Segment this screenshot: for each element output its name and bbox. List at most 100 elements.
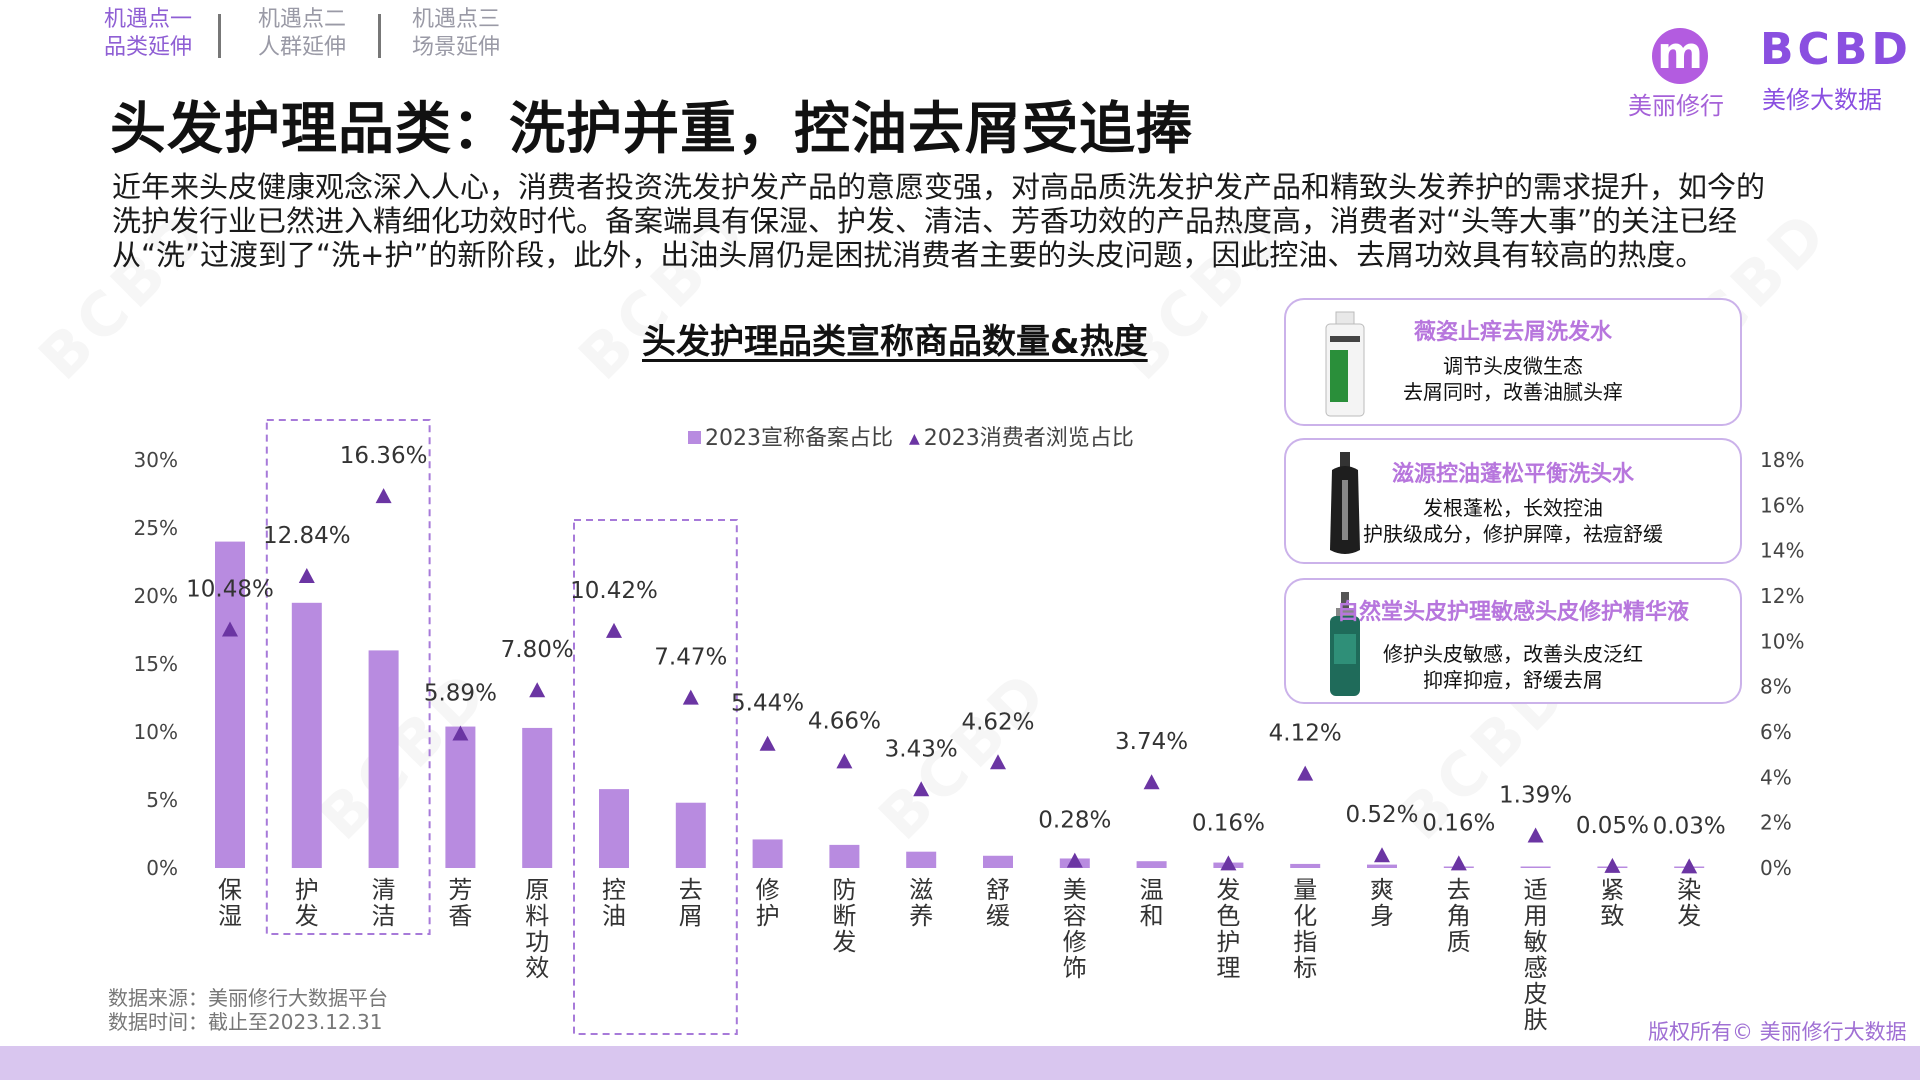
x-tick-label: 发色护理 (1216, 876, 1240, 982)
product-card-chando[interactable]: 自然堂头皮护理敏感头皮修护精华液 修护头皮敏感，改善头皮泛红 抑痒抑痘，舒缓去屑 (1284, 578, 1742, 704)
y-left-tick-label: 15% (134, 652, 178, 676)
y-right-tick-label: 8% (1760, 675, 1792, 699)
legend-label: 2023宣称备案占比 (705, 426, 893, 451)
watermark: BCBD (865, 656, 1064, 854)
meili-logo-name: 美丽修行 (1628, 92, 1724, 120)
legend-label: 2023消费者浏览占比 (923, 426, 1134, 451)
data-label: 5.44% (731, 691, 804, 717)
triangle-marker (759, 735, 776, 751)
bar (675, 802, 706, 868)
y-left-tick-label: 30% (134, 448, 178, 472)
data-label: 12.84% (263, 523, 351, 549)
nav-item-audience[interactable]: 机遇点二 人群延伸 (258, 6, 346, 62)
nav-item-category[interactable]: 机遇点一 品类延伸 (104, 6, 192, 62)
nav-item-line1: 机遇点一 (104, 7, 193, 32)
x-tick-label: 防断发 (832, 876, 856, 956)
product-benefit: 护肤级成分，修护屏障，祛痘舒缓 (1363, 522, 1663, 546)
legend-triangle-icon: ▲ (909, 431, 920, 447)
x-tick-label: 温和 (1140, 876, 1164, 930)
bcbd-logo: BCBD (1760, 24, 1912, 75)
bar (1213, 862, 1244, 868)
triangle-marker (1220, 855, 1237, 871)
page-description: 近年来头皮健康观念深入人心，消费者投资洗发护发产品的意愿变强，对高品质洗发护发产… (112, 170, 1766, 272)
x-tick-label: 控油 (602, 876, 626, 930)
bar (1674, 866, 1705, 868)
y-left-tick-label: 0% (146, 856, 178, 880)
y-right-tick-label: 6% (1760, 720, 1792, 744)
x-tick-label: 滋养 (909, 876, 933, 930)
x-tick-label: 保湿 (218, 876, 242, 930)
triangle-marker (222, 621, 238, 637)
nav-item-line2: 场景延伸 (412, 35, 501, 60)
bar (1520, 866, 1551, 868)
page-title: 头发护理品类：洗护并重，控油去屑受追捧 (110, 97, 1193, 162)
x-tick-label: 修护 (756, 876, 780, 930)
x-tick-label: 去角质 (1447, 876, 1471, 956)
x-tick-label: 舒缓 (986, 876, 1010, 930)
data-label: 0.05% (1576, 813, 1649, 839)
product-card-ziyuan[interactable]: 滋源控油蓬松平衡洗头水 发根蓬松，长效控油 护肤级成分，修护屏障，祛痘舒缓 (1284, 438, 1742, 564)
triangle-marker (1143, 774, 1160, 790)
green-dropper-bottle-icon (1330, 592, 1360, 696)
y-right-tick-label: 14% (1760, 539, 1804, 563)
data-label: 16.36% (340, 443, 428, 469)
nav-item-scene[interactable]: 机遇点三 场景延伸 (412, 6, 500, 62)
triangle-marker (1450, 855, 1467, 871)
triangle-marker (1374, 847, 1390, 863)
nav-divider (378, 14, 381, 58)
y-right-tick-label: 12% (1760, 584, 1804, 608)
triangle-marker (1066, 852, 1083, 868)
bcbd-logo-name: 美修大数据 (1762, 86, 1882, 114)
nav-divider (218, 14, 221, 58)
triangle-marker (375, 488, 392, 504)
y-right-tick-label: 16% (1760, 493, 1804, 517)
chart-legend: 2023宣称备案占比 ▲ 2023消费者浏览占比 (688, 420, 1134, 452)
bar (1290, 863, 1321, 868)
data-label: 0.28% (1038, 808, 1111, 834)
data-label: 7.47% (654, 645, 727, 671)
y-left-tick-label: 5% (146, 788, 178, 812)
data-time: 数据时间：截止至2023.12.31 (108, 1010, 383, 1034)
data-label: 10.48% (186, 576, 274, 602)
x-tick-label: 原料功效 (525, 876, 549, 982)
data-label: 4.66% (808, 708, 881, 734)
data-label: 0.03% (1653, 813, 1726, 839)
black-bottle-icon (1330, 452, 1360, 554)
data-source: 数据来源：美丽修行大数据平台 (108, 986, 388, 1010)
meili-logo-icon: m (1652, 28, 1708, 84)
product-card-vichy[interactable]: 薇姿止痒去屑洗发水 调节头皮微生态 去屑同时，改善油腻头痒 (1284, 298, 1742, 426)
x-tick-label: 紧致 (1600, 876, 1624, 930)
product-benefit: 发根蓬松，长效控油 (1423, 496, 1603, 520)
x-tick-label: 染发 (1677, 876, 1701, 930)
bar (983, 855, 1013, 868)
bar (215, 541, 245, 868)
data-label: 10.42% (570, 578, 658, 604)
bar (906, 851, 937, 868)
nav-item-line2: 人群延伸 (258, 35, 347, 60)
product-name: 薇姿止痒去屑洗发水 (1413, 320, 1612, 345)
y-right-tick-label: 18% (1760, 448, 1804, 472)
chart-title: 头发护理品类宣称商品数量&热度 (642, 322, 1148, 362)
bar (829, 844, 860, 868)
bar (1443, 866, 1474, 868)
data-label: 7.80% (501, 637, 574, 663)
y-right-tick-label: 2% (1760, 811, 1792, 835)
bar (522, 727, 553, 868)
x-tick-label: 芳香 (448, 876, 472, 930)
data-label: 4.12% (1269, 721, 1342, 747)
copyright: 版权所有© 美丽修行大数据 (1648, 1020, 1907, 1044)
data-label: 1.39% (1499, 782, 1572, 808)
triangle-marker (682, 689, 699, 705)
triangle-marker (1604, 857, 1621, 873)
product-benefit: 去屑同时，改善油腻头痒 (1403, 380, 1623, 404)
triangle-marker (1297, 765, 1314, 781)
x-tick-label: 适用敏感皮肤 (1524, 876, 1548, 1034)
data-label: 0.16% (1192, 810, 1265, 836)
bar (1367, 864, 1397, 868)
y-right-tick-label: 4% (1760, 765, 1792, 789)
white-shampoo-bottle-icon (1325, 311, 1365, 417)
triangle-marker (606, 622, 622, 638)
x-tick-label: 护发 (295, 876, 319, 930)
triangle-marker (836, 753, 853, 769)
product-benefit: 修护头皮敏感，改善头皮泛红 (1383, 642, 1643, 666)
